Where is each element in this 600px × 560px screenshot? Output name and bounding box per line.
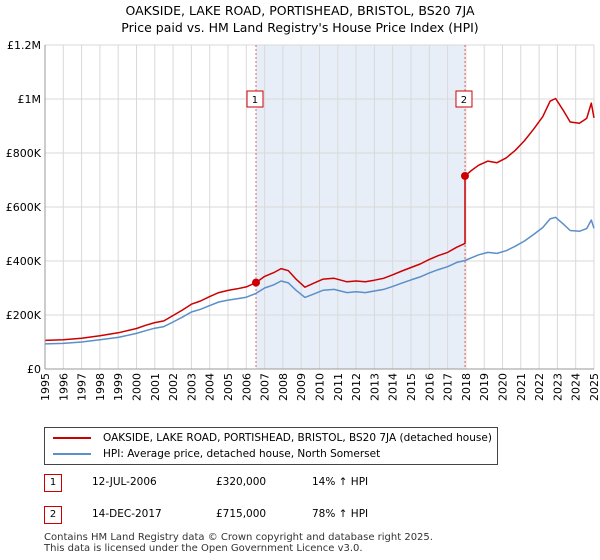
x-tick-label: 1996 <box>57 373 70 401</box>
transaction-number-badge: 1 <box>44 474 62 492</box>
x-tick-label: 2022 <box>533 373 546 401</box>
y-tick-label: £600K <box>6 201 42 214</box>
y-tick-label: £200K <box>6 309 42 322</box>
y-tick-label: £800K <box>6 147 42 160</box>
marker-badge: 2 <box>455 90 473 108</box>
price-chart: £0 £200K £400K £600K £800K £1M £1.2M 1995 1996 19… <box>6 39 600 401</box>
x-tick-label: 1998 <box>94 373 107 401</box>
x-tick-label: 2025 <box>588 373 600 401</box>
x-tick-label: 2021 <box>515 373 528 401</box>
x-tick-label: 2024 <box>570 373 583 401</box>
x-tick-label: 2015 <box>405 373 418 401</box>
x-tick-label: 2019 <box>478 373 491 401</box>
legend-label-price: OAKSIDE, LAKE ROAD, PORTISHEAD, BRISTOL,… <box>103 432 492 444</box>
transaction-price: £715,000 <box>216 508 267 520</box>
marker-badge-box <box>246 90 264 108</box>
x-tick-label: 2007 <box>259 373 272 401</box>
sale-point <box>460 171 469 180</box>
x-tick-label: 2023 <box>551 373 564 401</box>
marker-badge-label: 1 <box>252 95 258 106</box>
transaction-row: 2 14-DEC-2017 £715,000 78% ↑ HPI <box>0 506 600 526</box>
x-tick-label: 2010 <box>314 373 327 401</box>
price-series-line <box>44 97 595 342</box>
legend-swatch-price <box>53 437 91 439</box>
x-tick-label: 2016 <box>423 373 436 401</box>
marker-badge: 1 <box>246 90 264 108</box>
title-line-2: Price paid vs. HM Land Registry's House … <box>121 20 479 35</box>
legend-item-hpi: HPI: Average price, detached house, Nort… <box>53 446 380 462</box>
transaction-hpi-change: 14% ↑ HPI <box>312 476 369 488</box>
x-tick-label: 2006 <box>240 373 253 401</box>
footer-line-1: Contains HM Land Registry data © Crown c… <box>44 532 433 543</box>
x-tick-label: 2011 <box>332 373 345 401</box>
legend: OAKSIDE, LAKE ROAD, PORTISHEAD, BRISTOL,… <box>44 427 498 465</box>
legend-swatch-hpi <box>53 453 91 455</box>
marker-badge-box <box>455 90 473 108</box>
x-tick-label: 2008 <box>277 373 290 401</box>
transaction-price: £320,000 <box>216 476 267 488</box>
footer-line-2: This data is licensed under the Open Gov… <box>44 543 363 554</box>
x-tick-label: 2003 <box>185 373 198 401</box>
x-tick-label: 2001 <box>149 373 162 401</box>
x-tick-label: 2013 <box>368 373 381 401</box>
x-tick-label: 2004 <box>204 373 217 401</box>
x-tick-label: 1997 <box>76 373 89 401</box>
x-tick-label: 2018 <box>460 373 473 401</box>
x-tick-label: 2014 <box>387 373 400 401</box>
x-tick-label: 2017 <box>442 373 455 401</box>
x-tick-label: 2000 <box>131 373 144 401</box>
x-tick-label: 2002 <box>167 373 180 401</box>
transaction-number-badge: 2 <box>44 506 62 524</box>
chart-title: OAKSIDE, LAKE ROAD, PORTISHEAD, BRISTOL,… <box>0 2 600 36</box>
transaction-hpi-change: 78% ↑ HPI <box>312 508 369 520</box>
marker-badge-label: 2 <box>461 95 467 106</box>
title-line-1: OAKSIDE, LAKE ROAD, PORTISHEAD, BRISTOL,… <box>125 3 475 18</box>
x-tick-label: 2020 <box>497 373 510 401</box>
y-tick-label: £1.2M <box>7 39 41 52</box>
y-tick-label: £400K <box>6 255 42 268</box>
transaction-date: 12-JUL-2006 <box>92 476 157 488</box>
footer: Contains HM Land Registry data © Crown c… <box>44 532 433 554</box>
transaction-date: 14-DEC-2017 <box>92 508 162 520</box>
x-tick-label: 1995 <box>39 373 52 401</box>
x-tick-label: 1999 <box>112 373 125 401</box>
x-tick-label: 2012 <box>350 373 363 401</box>
x-tick-label: 2009 <box>295 373 308 401</box>
sale-point <box>251 278 260 287</box>
y-tick-label: £0 <box>27 363 41 376</box>
legend-label-hpi: HPI: Average price, detached house, Nort… <box>103 448 381 460</box>
y-tick-label: £1M <box>18 93 42 106</box>
legend-item-price: OAKSIDE, LAKE ROAD, PORTISHEAD, BRISTOL,… <box>53 430 492 446</box>
hpi-series-line <box>44 216 595 345</box>
x-tick-label: 2005 <box>222 373 235 401</box>
transaction-row: 1 12-JUL-2006 £320,000 14% ↑ HPI <box>0 474 600 494</box>
